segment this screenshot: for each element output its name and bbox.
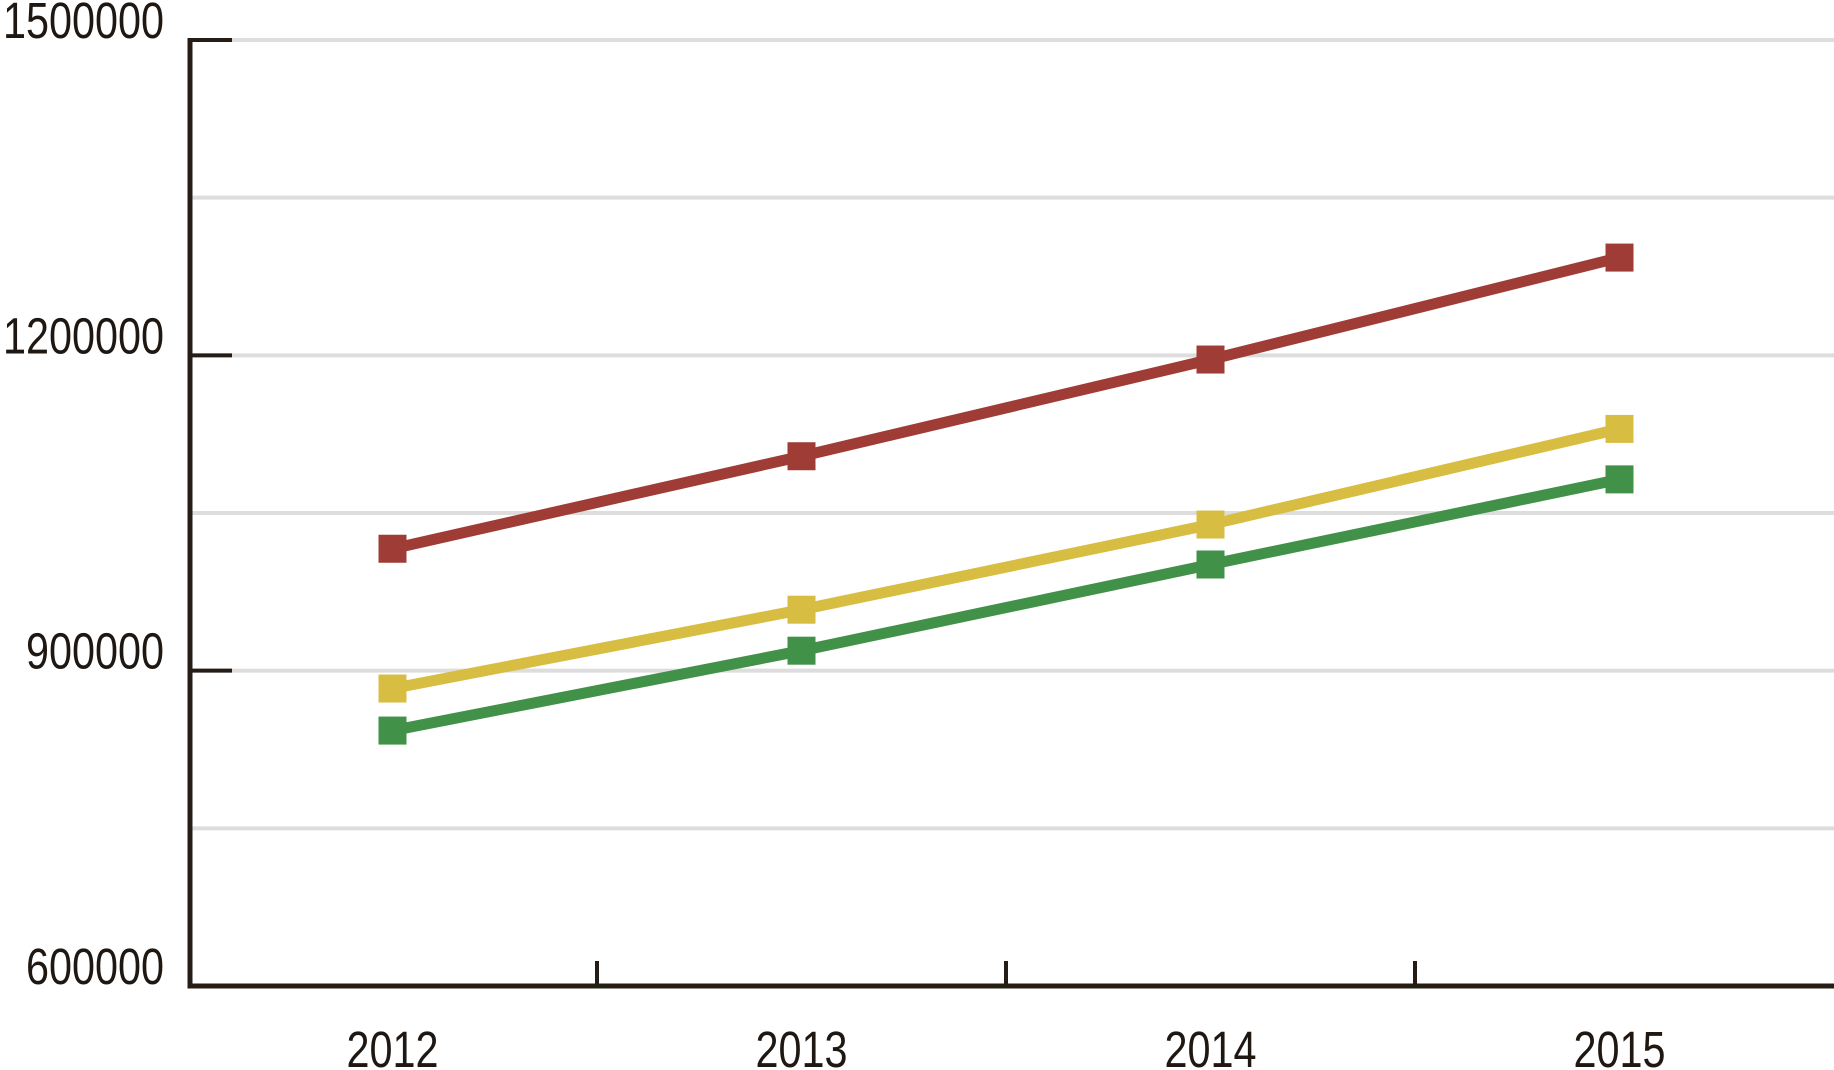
x-axis-label: 2012 <box>347 1021 439 1070</box>
series-yellow <box>378 414 1634 703</box>
series-green <box>378 465 1634 745</box>
data-point-marker <box>787 595 816 624</box>
data-point-marker <box>1605 414 1634 443</box>
series-red <box>378 243 1634 563</box>
y-axis-label: 900000 <box>26 623 164 680</box>
series-line-green <box>391 473 1621 736</box>
y-axis-label: 600000 <box>26 938 164 995</box>
x-axis-label: 2013 <box>756 1021 848 1070</box>
data-point-marker <box>1196 550 1225 579</box>
data-point-marker <box>787 442 816 471</box>
data-point-marker <box>378 534 407 563</box>
data-point-marker <box>1605 243 1634 272</box>
data-point-marker <box>1196 345 1225 374</box>
x-axis-label: 2015 <box>1574 1021 1666 1070</box>
data-point-marker <box>787 636 816 665</box>
series-line-yellow <box>391 423 1621 694</box>
data-point-marker <box>1605 465 1634 494</box>
data-point-marker <box>1196 510 1225 539</box>
series-line-red <box>391 252 1621 555</box>
data-point-marker <box>378 674 407 703</box>
y-axis-label: 1500000 <box>3 0 164 49</box>
y-axis-label: 1200000 <box>3 307 164 364</box>
x-axis-label: 2014 <box>1165 1021 1257 1070</box>
data-point-marker <box>378 716 407 745</box>
